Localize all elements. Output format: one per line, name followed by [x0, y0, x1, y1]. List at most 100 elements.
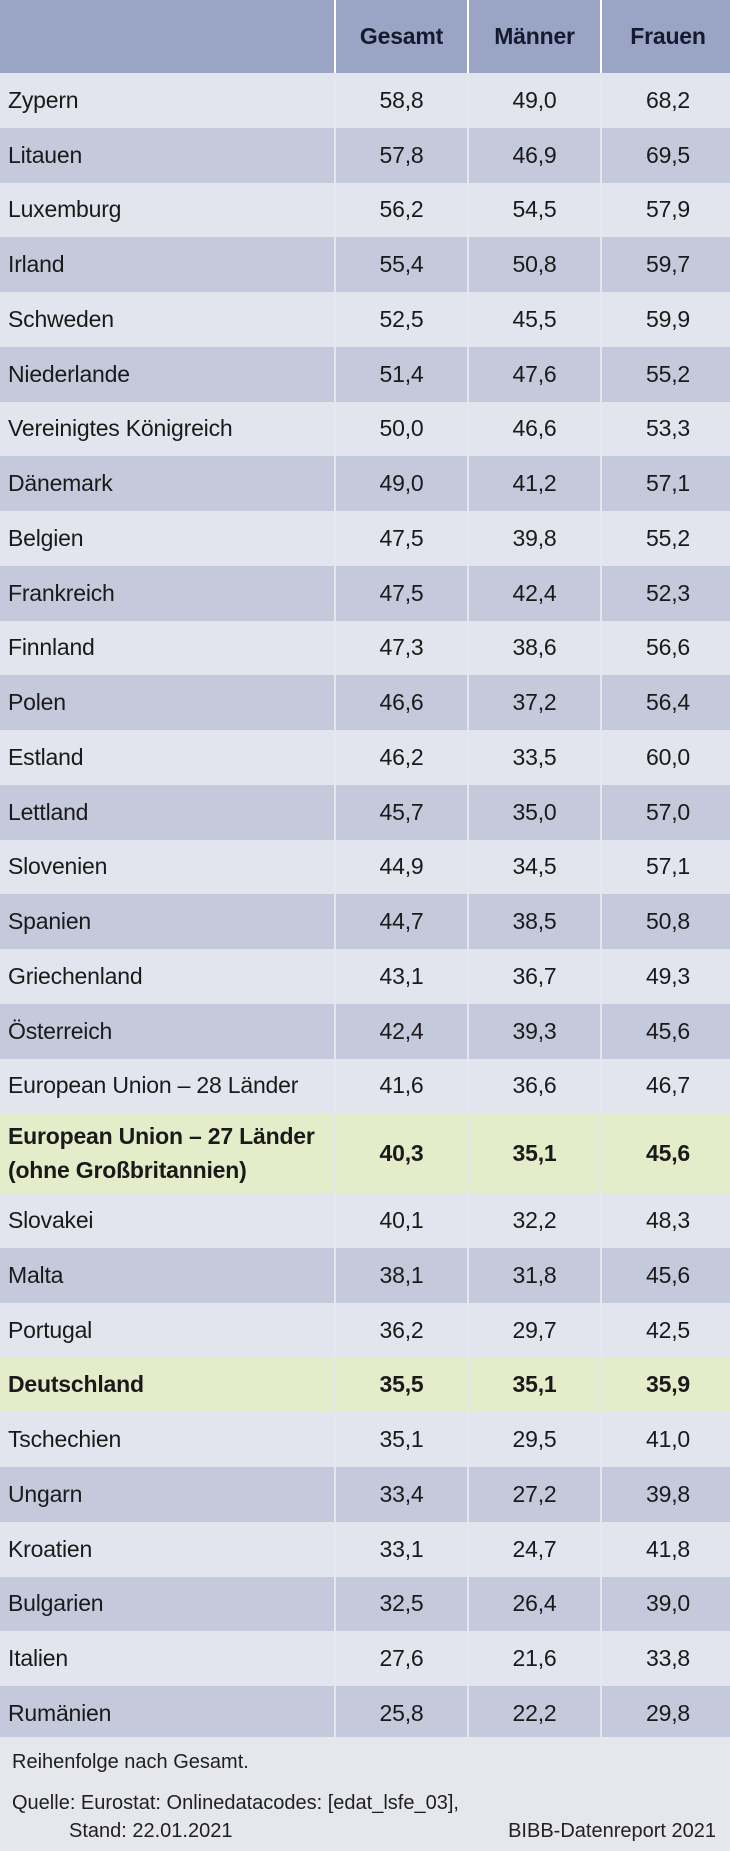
country-cell: European Union – 27 Länder (ohne Großbri…	[0, 1113, 334, 1194]
gesamt-cell: 55,4	[336, 237, 467, 292]
table-row: Vereinigtes Königreich 50,0 46,6 53,3	[0, 401, 730, 457]
table-row: Rumänien 25,8 22,2 29,8	[0, 1686, 730, 1741]
frauen-cell: 56,6	[602, 620, 730, 676]
maenner-cell: 38,5	[469, 894, 600, 949]
country-cell: Österreich	[0, 1003, 334, 1059]
maenner-cell: 35,1	[469, 1113, 600, 1194]
country-cell: Frankreich	[0, 565, 334, 621]
country-cell: Vereinigtes Königreich	[0, 401, 334, 457]
table-row: Frankreich 47,5 42,4 52,3	[0, 565, 730, 621]
maenner-cell: 47,6	[469, 346, 600, 402]
header-frauen: Frauen	[602, 0, 730, 73]
gesamt-cell: 45,7	[336, 784, 467, 840]
frauen-cell: 48,3	[602, 1193, 730, 1248]
frauen-cell: 42,5	[602, 1302, 730, 1358]
frauen-cell: 69,5	[602, 127, 730, 183]
gesamt-cell: 42,4	[336, 1003, 467, 1059]
gesamt-cell: 35,5	[336, 1357, 467, 1413]
gesamt-cell: 51,4	[336, 346, 467, 402]
table-row: European Union – 27 Länder (ohne Großbri…	[0, 1113, 730, 1194]
gesamt-cell: 43,1	[336, 949, 467, 1004]
table-row: Griechenland 43,1 36,7 49,3	[0, 949, 730, 1004]
table-row: Dänemark 49,0 41,2 57,1	[0, 456, 730, 511]
frauen-cell: 49,3	[602, 949, 730, 1004]
country-cell: Luxemburg	[0, 182, 334, 238]
header-gesamt: Gesamt	[336, 0, 467, 73]
frauen-cell: 35,9	[602, 1357, 730, 1413]
table-row: Irland 55,4 50,8 59,7	[0, 237, 730, 292]
table-row: Bulgarien 32,5 26,4 39,0	[0, 1576, 730, 1632]
data-table: Gesamt Männer Frauen Zypern 58,8 49,0 68,2 L…	[0, 0, 730, 1741]
maenner-cell: 26,4	[469, 1576, 600, 1632]
gesamt-cell: 47,3	[336, 620, 467, 676]
maenner-cell: 39,3	[469, 1003, 600, 1059]
frauen-cell: 50,8	[602, 894, 730, 949]
maenner-cell: 45,5	[469, 292, 600, 347]
country-cell: Griechenland	[0, 949, 334, 1004]
maenner-cell: 24,7	[469, 1521, 600, 1577]
table-row: Belgien 47,5 39,8 55,2	[0, 511, 730, 566]
frauen-cell: 57,0	[602, 784, 730, 840]
frauen-cell: 59,7	[602, 237, 730, 292]
country-cell: Estland	[0, 730, 334, 785]
frauen-cell: 57,1	[602, 839, 730, 895]
table-row: Tschechien 35,1 29,5 41,0	[0, 1412, 730, 1467]
table-row: Lettland 45,7 35,0 57,0	[0, 784, 730, 840]
table-row: Spanien 44,7 38,5 50,8	[0, 894, 730, 949]
footnote-order: Reihenfolge nach Gesamt.	[12, 1751, 249, 1773]
header-country	[0, 0, 334, 73]
frauen-cell: 33,8	[602, 1631, 730, 1686]
table-row: Ungarn 33,4 27,2 39,8	[0, 1467, 730, 1522]
gesamt-cell: 52,5	[336, 292, 467, 347]
frauen-cell: 46,7	[602, 1058, 730, 1114]
maenner-cell: 21,6	[469, 1631, 600, 1686]
gesamt-cell: 40,3	[336, 1113, 467, 1194]
gesamt-cell: 44,7	[336, 894, 467, 949]
gesamt-cell: 32,5	[336, 1576, 467, 1632]
table-row: Schweden 52,5 45,5 59,9	[0, 292, 730, 347]
maenner-cell: 42,4	[469, 565, 600, 621]
table-footer: Reihenfolge nach Gesamt. Quelle: Eurosta…	[0, 1737, 730, 1851]
gesamt-cell: 47,5	[336, 565, 467, 621]
frauen-cell: 52,3	[602, 565, 730, 621]
frauen-cell: 68,2	[602, 73, 730, 128]
maenner-cell: 54,5	[469, 182, 600, 238]
maenner-cell: 46,6	[469, 401, 600, 457]
table-row: Slovakei 40,1 32,2 48,3	[0, 1193, 730, 1248]
maenner-cell: 31,8	[469, 1248, 600, 1303]
maenner-cell: 22,2	[469, 1686, 600, 1741]
frauen-cell: 57,9	[602, 182, 730, 238]
table-row: Finnland 47,3 38,6 56,6	[0, 620, 730, 676]
frauen-cell: 59,9	[602, 292, 730, 347]
country-cell: Dänemark	[0, 456, 334, 511]
header-maenner: Männer	[469, 0, 600, 73]
gesamt-cell: 38,1	[336, 1248, 467, 1303]
maenner-cell: 39,8	[469, 511, 600, 566]
publication-label: BIBB-Datenreport 2021	[508, 1820, 716, 1842]
gesamt-cell: 33,1	[336, 1521, 467, 1577]
table-row: Österreich 42,4 39,3 45,6	[0, 1003, 730, 1059]
maenner-cell: 29,7	[469, 1302, 600, 1358]
country-cell: Finnland	[0, 620, 334, 676]
frauen-cell: 53,3	[602, 401, 730, 457]
country-cell: Deutschland	[0, 1357, 334, 1413]
gesamt-cell: 58,8	[336, 73, 467, 128]
maenner-cell: 41,2	[469, 456, 600, 511]
country-cell: Schweden	[0, 292, 334, 347]
frauen-cell: 45,6	[602, 1003, 730, 1059]
footnote-date: Stand: 22.01.2021	[69, 1820, 233, 1842]
country-cell: Lettland	[0, 784, 334, 840]
gesamt-cell: 46,2	[336, 730, 467, 785]
gesamt-cell: 44,9	[336, 839, 467, 895]
frauen-cell: 45,6	[602, 1248, 730, 1303]
country-cell: Irland	[0, 237, 334, 292]
table-row: Kroatien 33,1 24,7 41,8	[0, 1521, 730, 1577]
frauen-cell: 39,8	[602, 1467, 730, 1522]
frauen-cell: 60,0	[602, 730, 730, 785]
country-cell: Niederlande	[0, 346, 334, 402]
table-header: Gesamt Männer Frauen	[0, 0, 730, 73]
frauen-cell: 29,8	[602, 1686, 730, 1741]
maenner-cell: 37,2	[469, 675, 600, 730]
maenner-cell: 38,6	[469, 620, 600, 676]
frauen-cell: 41,8	[602, 1521, 730, 1577]
